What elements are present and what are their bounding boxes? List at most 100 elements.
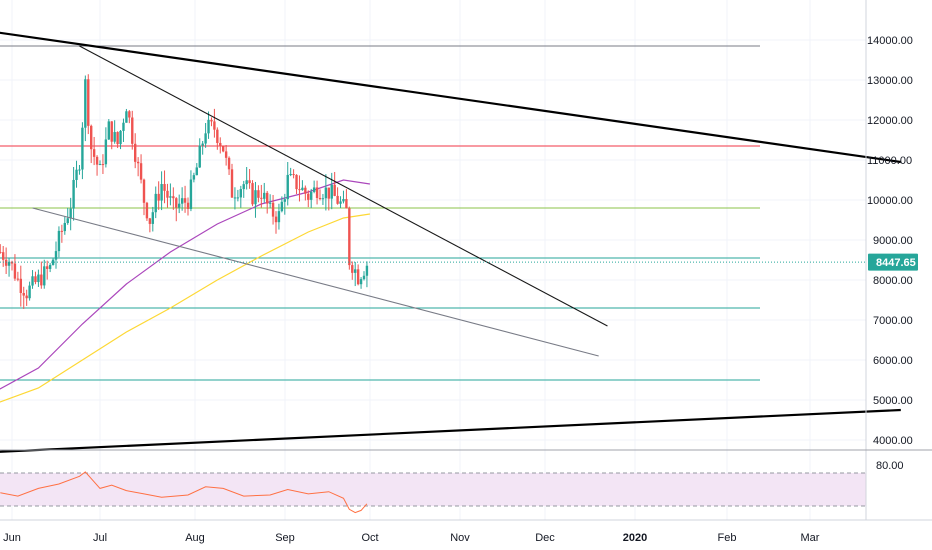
candle-body (186, 202, 190, 209)
candle-body (131, 117, 134, 144)
candle-body (69, 208, 72, 219)
candle-body (31, 276, 34, 286)
last-price-badge: 8447.65 (868, 253, 918, 271)
candle-body (207, 119, 210, 134)
time-tick-label: Jul (93, 532, 107, 544)
candle-body (40, 274, 43, 286)
trend-lines (0, 31, 901, 453)
candle-body (242, 184, 245, 190)
candle-body (307, 193, 310, 200)
candle-body (43, 266, 46, 286)
price-tick-label: 10000.00 (867, 195, 913, 207)
candle-body (219, 142, 222, 147)
candle-body (280, 201, 284, 212)
price-tick-label: 6000.00 (873, 355, 913, 367)
price-tick-label: 12000.00 (867, 115, 913, 127)
trend-line (79, 45, 608, 327)
candle-body (362, 275, 366, 280)
candle-body (163, 184, 166, 191)
rsi-line (0, 471, 368, 514)
candle-body (251, 183, 254, 205)
price-tick-label: 5000.00 (873, 395, 913, 407)
candle-body (84, 79, 87, 128)
candle-body (7, 261, 11, 266)
candle-body (175, 198, 178, 208)
candle-body (324, 187, 328, 199)
candle-body (230, 169, 234, 198)
candle-body (227, 157, 231, 170)
candle-body (330, 184, 333, 199)
candle-body (145, 202, 149, 219)
candle-body (172, 196, 175, 199)
last-price-badge-bg (868, 253, 918, 271)
candle-body (239, 189, 242, 198)
candle-body (72, 179, 75, 209)
candle-body (0, 252, 2, 253)
candle-body (48, 264, 52, 269)
price-axis[interactable]: 4000.00 5000.00 6000.00 7000.00 8000.00 … (867, 35, 913, 472)
trend-line (0, 408, 901, 453)
candle-body (321, 198, 325, 200)
candle-body (178, 203, 181, 208)
candle-body (365, 265, 369, 276)
candle-body (10, 261, 14, 264)
price-tick-label: 11000.00 (867, 155, 912, 167)
candle-body (210, 119, 213, 122)
candle-body (107, 121, 110, 140)
price-tick-label: 4000.00 (873, 435, 913, 447)
candle-body (318, 197, 322, 199)
candle-body (268, 202, 272, 204)
trend-line (0, 31, 901, 164)
candle-body (351, 265, 354, 273)
time-tick-label: Mar (801, 532, 820, 544)
candle-body (92, 149, 96, 157)
trend-line (32, 207, 599, 357)
candle-body (116, 132, 119, 145)
candle-body (136, 161, 140, 164)
candlesticks (0, 74, 369, 309)
candle-body (315, 187, 319, 198)
candle-body (339, 201, 342, 204)
candle-body (198, 145, 201, 168)
candle-body (81, 127, 84, 170)
candle-body (333, 184, 336, 196)
chart-grid (0, 0, 866, 520)
candle-body (54, 251, 58, 260)
candle-body (154, 193, 157, 213)
candle-body (160, 184, 163, 201)
price-tick-label: 7000.00 (873, 315, 913, 327)
candle-body (142, 179, 146, 203)
time-tick-label-year: 2020 (623, 532, 647, 544)
candle-body (304, 187, 307, 194)
candle-body (78, 169, 81, 171)
candle-body (183, 198, 187, 203)
candle-body (104, 139, 108, 165)
candle-body (274, 216, 278, 223)
candle-body (292, 174, 295, 176)
candle-body (286, 174, 289, 200)
candle-body (283, 199, 286, 202)
candle-body (345, 199, 348, 209)
price-tick-label: 8000.00 (873, 275, 913, 287)
candle-body (75, 169, 78, 180)
time-tick-label: Aug (185, 532, 205, 544)
candle-body (128, 111, 131, 118)
candle-body (233, 197, 237, 199)
moving-average-line (0, 213, 370, 403)
candle-body (236, 197, 240, 199)
time-axis[interactable]: Jun Jul Aug Sep Oct Nov Dec 2020 Feb Mar (3, 532, 820, 544)
time-tick-label: Feb (718, 532, 737, 544)
candle-body (248, 180, 251, 184)
candle-body (201, 143, 204, 146)
price-tick-label: 9000.00 (873, 235, 913, 247)
candle-body (46, 266, 49, 269)
candle-body (37, 274, 40, 283)
candle-body (125, 111, 128, 123)
candle-body (204, 133, 207, 144)
candle-body (169, 196, 172, 198)
candle-body (277, 211, 281, 223)
candle-body (157, 193, 160, 201)
rsi-panel[interactable] (0, 471, 866, 514)
candle-body (348, 208, 351, 266)
